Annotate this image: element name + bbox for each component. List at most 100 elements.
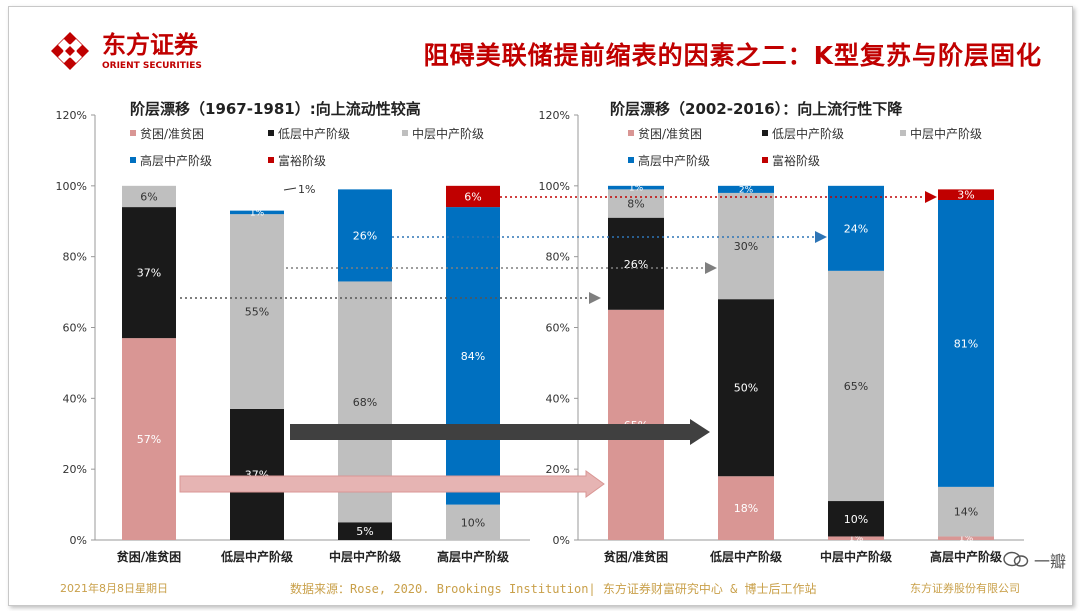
data-label: 1% <box>849 534 864 544</box>
callout-1pct: 1% <box>283 183 315 196</box>
callout-line <box>283 187 297 191</box>
footer-company: 东方证券股份有限公司 <box>910 582 1020 595</box>
legend-label: 高层中产阶级 <box>638 153 710 168</box>
footer-date: 2021年8月8日星期日 <box>60 582 168 595</box>
y-tick-label: 20% <box>63 463 87 476</box>
x-tick-label: 中层中产阶级 <box>820 549 892 564</box>
chart-title: 阶层漂移（2002-2016）：向上流行性下降 <box>610 100 903 118</box>
footer-source: 数据来源：Rose, 2020. Brookings Institution| … <box>290 582 817 596</box>
y-tick-label: 60% <box>63 322 87 335</box>
x-tick-label: 低层中产阶级 <box>709 549 782 564</box>
data-label: 65% <box>844 380 868 393</box>
guide-arrows <box>179 191 937 498</box>
watermark-text: 一瓣 <box>1033 552 1066 571</box>
x-tick-label: 低层中产阶级 <box>220 549 293 564</box>
data-label: 81% <box>954 337 978 350</box>
bar-segment <box>718 476 774 540</box>
data-label: 24% <box>844 222 868 235</box>
bar-segment <box>938 200 994 487</box>
data-label: 5% <box>356 525 373 538</box>
y-tick-label: 20% <box>546 463 570 476</box>
y-tick-label: 0% <box>70 534 87 547</box>
data-label: 18% <box>734 502 758 515</box>
data-label: 55% <box>245 306 269 319</box>
legend-label: 富裕阶级 <box>772 153 820 168</box>
bar-segment <box>230 214 284 409</box>
y-tick-label: 80% <box>63 251 87 264</box>
bar-segment <box>608 217 664 310</box>
y-tick-label: 40% <box>63 392 87 405</box>
bar-segment <box>608 185 664 190</box>
y-tick-label: 120% <box>56 109 87 122</box>
legend-swatch <box>900 130 906 136</box>
y-tick-label: 120% <box>539 109 570 122</box>
x-tick-label: 贫困/准贫困 <box>117 549 181 564</box>
bar-segment <box>718 299 774 477</box>
data-label: 1% <box>959 534 974 544</box>
bar-segment <box>828 536 884 540</box>
orient-logo-icon: 东方证券 ORIENT SECURITIES <box>51 31 202 71</box>
legend-swatch <box>628 157 634 163</box>
legend-label: 贫困/准贫困 <box>638 126 702 141</box>
y-tick-label: 100% <box>56 180 87 193</box>
y-tick-label: 100% <box>539 180 570 193</box>
legend-swatch <box>268 157 274 163</box>
data-label: 10% <box>461 516 485 529</box>
legend-label: 中层中产阶级 <box>910 126 982 141</box>
bar-segment <box>122 338 176 540</box>
big-arrow-dark <box>290 419 710 445</box>
callout-label: 1% <box>298 183 315 196</box>
chart-title: 阶层漂移（1967-1981）:向上流动性较高 <box>130 100 421 118</box>
svg-text:ORIENT SECURITIES: ORIENT SECURITIES <box>102 61 202 71</box>
bar-segment <box>608 189 664 218</box>
data-label: 6% <box>464 190 481 203</box>
data-label: 30% <box>734 240 758 253</box>
data-label: 57% <box>137 433 161 446</box>
page-title: 阻碍美联储提前缩表的因素之二：K型复苏与阶层固化 <box>423 41 1042 70</box>
data-label: 37% <box>137 267 161 280</box>
data-label: 68% <box>353 396 377 409</box>
x-tick-label: 高层中产阶级 <box>930 549 1002 564</box>
legend-swatch <box>762 157 768 163</box>
data-label: 26% <box>624 258 648 271</box>
y-tick-label: 60% <box>546 322 570 335</box>
bar-segment <box>338 189 392 282</box>
data-label: 10% <box>844 513 868 526</box>
bar-segment <box>122 207 176 339</box>
data-label: 2% <box>739 185 754 195</box>
x-tick-label: 高层中产阶级 <box>437 549 509 564</box>
bar-segment <box>338 522 392 540</box>
chart-panel-1: 阶层漂移（1967-1981）:向上流动性较高 0% 20% 40% 60% 80% 100… <box>56 100 530 564</box>
legend-swatch <box>130 130 136 136</box>
x-tick-label: 中层中产阶级 <box>329 549 401 564</box>
bar-segment <box>446 185 500 208</box>
bar-segment <box>230 210 284 215</box>
bar-segment <box>938 486 994 537</box>
bar-segment <box>230 408 284 540</box>
y-tick-label: 0% <box>553 534 570 547</box>
legend-label: 中层中产阶级 <box>412 126 484 141</box>
bar-segment <box>828 185 884 271</box>
data-label: 1% <box>629 184 644 194</box>
legend-label: 贫困/准贫困 <box>140 126 204 141</box>
legend-swatch <box>130 157 136 163</box>
bar-segment <box>446 207 500 505</box>
bar-segment <box>718 185 774 193</box>
y-tick-label: 40% <box>546 392 570 405</box>
legend-swatch <box>628 130 634 136</box>
data-label: 26% <box>353 229 377 242</box>
bar-segment <box>938 536 994 540</box>
big-arrow-pink <box>179 470 605 498</box>
svg-text:东方证券: 东方证券 <box>102 31 199 59</box>
bar-segment <box>718 192 774 300</box>
legend-swatch <box>762 130 768 136</box>
bar-segment <box>828 270 884 502</box>
legend-label: 高层中产阶级 <box>140 153 212 168</box>
wechat-icon <box>1003 551 1029 567</box>
data-label: 3% <box>957 189 974 202</box>
chart-panel-2: 阶层漂移（2002-2016）：向上流行性下降 0% 20% 40% 60% 80% 100… <box>539 100 1024 564</box>
data-label: 1% <box>250 208 265 218</box>
data-label: 8% <box>627 198 644 211</box>
legend-label: 富裕阶级 <box>278 153 326 168</box>
bar-segment <box>828 501 884 537</box>
